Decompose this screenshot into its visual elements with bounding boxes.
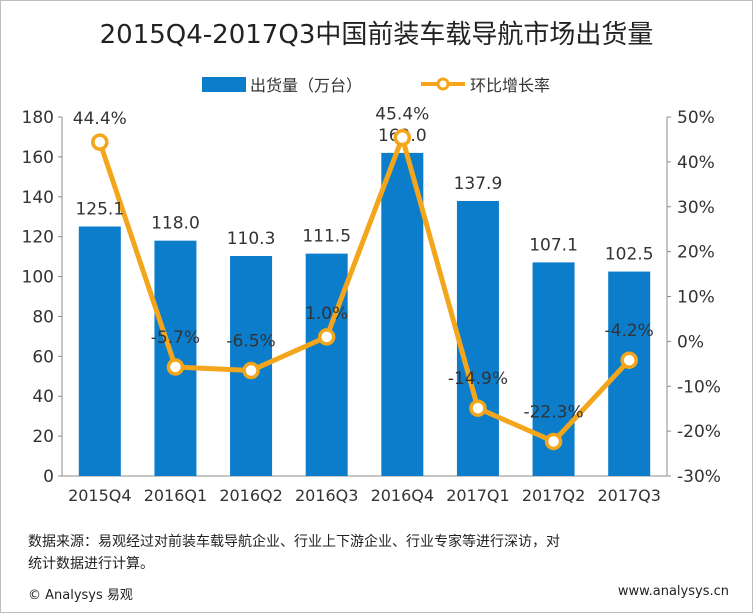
chart-title: 2015Q4-2017Q3中国前装车载导航市场出货量 (99, 20, 654, 50)
x-axis-tick-label: 2016Q1 (144, 486, 208, 505)
data-source-note: 数据来源：易观经过对前装车载导航企业、行业上下游企业、行业专家等进行深访，对 统… (28, 531, 728, 575)
growth-rate-point (620, 351, 638, 369)
line-data-label: -4.2% (605, 321, 654, 341)
growth-rate-point (166, 358, 185, 376)
x-axis-tick-label: 2016Q3 (295, 486, 359, 505)
legend-bar-swatch (202, 76, 246, 92)
growth-rate-point (91, 133, 109, 151)
x-axis-tick-label: 2015Q4 (68, 486, 132, 505)
growth-rate-point (242, 361, 260, 380)
website-text: www.analysys.cn (617, 584, 729, 599)
bar-data-label: 137.9 (454, 174, 503, 194)
left-axis-tick-label: 80 (32, 307, 54, 327)
source-line-2: 统计数据进行计算。 (28, 556, 154, 572)
x-axis-tick-label: 2017Q1 (446, 486, 510, 505)
right-axis-tick-label: 50% (677, 108, 715, 128)
left-axis-tick-label: 140 (22, 188, 54, 208)
legend-label-growth: 环比增长率 (470, 76, 551, 95)
growth-rate-point (317, 328, 336, 346)
bar-shipments (78, 226, 121, 476)
legend-line-swatch (421, 77, 465, 91)
bar-data-label: 110.3 (227, 229, 276, 249)
bar-data-label: 111.5 (302, 227, 351, 247)
bar-data-label: 118.0 (151, 214, 200, 234)
legend-item-shipments: 出货量（万台） (202, 72, 362, 96)
right-axis-tick-label: 20% (677, 243, 715, 263)
right-axis-tick-label: 0% (677, 332, 704, 352)
bar-data-label: 107.1 (529, 235, 578, 255)
x-axis-tick-label: 2017Q3 (597, 486, 661, 505)
left-axis-tick-label: 120 (22, 228, 54, 248)
growth-rate-point (393, 128, 412, 147)
legend-item-growth: 环比增长率 (420, 72, 550, 96)
line-data-label: 1.0% (305, 304, 348, 324)
line-data-label: -5.7% (151, 328, 200, 348)
right-axis-tick-label: -20% (677, 422, 721, 442)
right-axis-tick-label: -10% (677, 377, 721, 397)
x-axis-tick-label: 2016Q2 (219, 486, 283, 505)
left-axis-tick-label: 180 (22, 108, 54, 128)
bar-data-label: 102.5 (605, 245, 654, 265)
line-data-label: -22.3% (523, 402, 583, 422)
growth-rate-point (469, 399, 487, 417)
growth-rate-line (97, 135, 632, 444)
right-axis-tick-label: 30% (677, 198, 715, 218)
right-axis-tick-label: 10% (677, 288, 715, 308)
line-data-label: 44.4% (73, 109, 127, 129)
right-axis-tick-label: -30% (677, 467, 721, 487)
left-axis-tick-label: 0 (43, 467, 54, 487)
copyright-text: © Analysys 易观 (28, 588, 133, 603)
bar-data-label: 125.1 (75, 199, 124, 219)
left-axis-tick-label: 160 (22, 148, 54, 168)
line-data-label: -14.9% (448, 369, 508, 389)
x-axis-tick-label: 2016Q4 (371, 486, 435, 505)
x-axis-tick-label: 2017Q2 (522, 486, 586, 505)
growth-rate-point (544, 432, 563, 451)
left-axis-tick-label: 100 (22, 268, 54, 288)
left-axis-tick-label: 60 (32, 347, 54, 367)
left-axis-tick-label: 40 (32, 387, 54, 407)
bar-shipments (381, 152, 424, 476)
right-axis-tick-label: 40% (677, 153, 715, 173)
bar-shipments (305, 253, 348, 476)
source-line-1: 数据来源：易观经过对前装车载导航企业、行业上下游企业、行业专家等进行深访，对 (28, 534, 560, 550)
bar-shipments (456, 200, 499, 476)
line-data-label: -6.5% (226, 332, 275, 352)
chart-legend: 出货量（万台） 环比增长率 (0, 72, 753, 96)
left-axis-tick-label: 20 (32, 427, 54, 447)
line-data-label: 45.4% (375, 105, 429, 125)
legend-label-shipments: 出货量（万台） (250, 76, 363, 95)
